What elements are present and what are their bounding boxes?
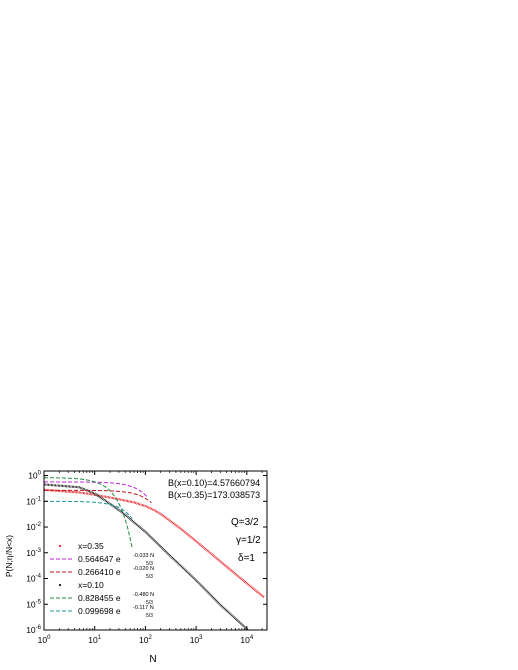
- plot-frame: [43, 470, 268, 631]
- x-tick-label: 100: [38, 635, 51, 645]
- y-axis-label: P(N;η/N<x): [4, 535, 14, 577]
- annotation-gamma: γ=1/2: [236, 535, 261, 546]
- y-tick-label: 10-4: [26, 574, 41, 584]
- x-axis-label: N: [149, 654, 156, 665]
- legend-label: 0.266410 e: [78, 567, 121, 577]
- legend-exponent-power: 5/3: [146, 600, 153, 606]
- series-layer: [44, 477, 265, 630]
- annotation-b2: B(x=0.35)=173.038573: [168, 490, 260, 500]
- legend-marker: [58, 583, 62, 587]
- legend-label: 0.099698 e: [78, 606, 121, 616]
- fit-series-line: [44, 481, 148, 498]
- fit-series-line: [44, 500, 133, 519]
- data-series-line: [44, 488, 265, 599]
- x-tick-label: 102: [139, 635, 152, 645]
- fit-series-line: [44, 477, 133, 549]
- annotation-b1: B(x=0.10)=4.57660794: [168, 478, 260, 488]
- data-series-line: [44, 483, 250, 630]
- legend-exponent-power: 5/3: [146, 561, 153, 567]
- x-tick-label: 101: [88, 635, 101, 645]
- legend-label: x=0.10: [78, 580, 104, 590]
- y-tick-label: 10-2: [26, 522, 41, 532]
- y-tick-label: 10-1: [26, 496, 41, 506]
- legend-exponent-power: 5/3: [146, 613, 153, 619]
- series-group: [44, 477, 265, 630]
- legend-label: x=0.35: [78, 541, 104, 551]
- legend-exponent: -0.480 N: [133, 592, 154, 598]
- legend-exponent: -0.033 N: [133, 553, 154, 559]
- x-tick-label: 104: [240, 635, 253, 645]
- annotation-delta: δ=1: [238, 553, 255, 564]
- x-tick-label: 103: [190, 635, 203, 645]
- y-tick-label: 100: [28, 471, 41, 481]
- y-tick-label: 10-5: [26, 599, 41, 609]
- legend-exponent-power: 5/3: [146, 574, 153, 580]
- y-tick-label: 10-6: [26, 625, 41, 635]
- legend-exponent: -0.020 N: [133, 566, 154, 572]
- legend-marker: [58, 544, 62, 548]
- legend: x=0.35 0.564647 e -0.033 N 5/3 0.266410 e -0.…: [50, 541, 154, 619]
- legend-exponent: -0.117 N: [133, 605, 154, 611]
- y-tick-label: 10-3: [26, 548, 41, 558]
- legend-label: 0.828455 e: [78, 593, 121, 603]
- annotation-q: Q=3/2: [231, 517, 259, 528]
- legend-label: 0.564647 e: [78, 554, 121, 564]
- axes-layer: 100 101 102 103 104 100 10-1 10-2 10-3 10-4 10-5 10…: [26, 471, 267, 645]
